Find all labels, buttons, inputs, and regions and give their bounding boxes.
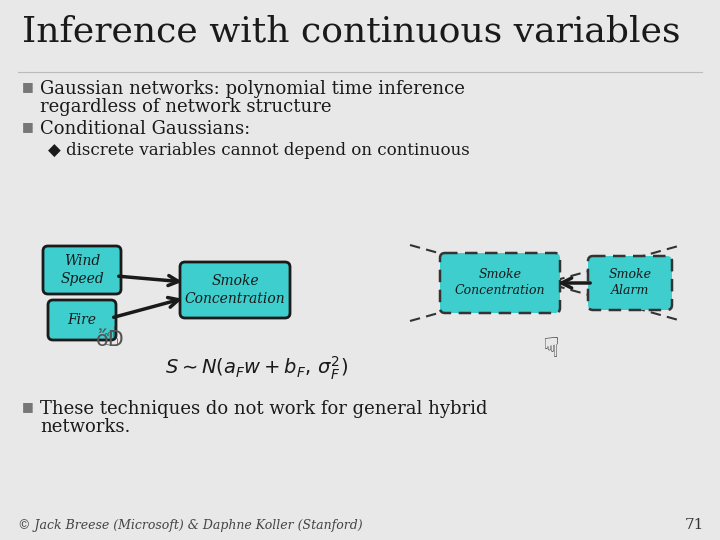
- FancyBboxPatch shape: [588, 256, 672, 310]
- Text: networks.: networks.: [40, 418, 130, 436]
- Text: These techniques do not work for general hybrid: These techniques do not work for general…: [40, 400, 487, 418]
- Text: ☝: ☝: [102, 324, 118, 352]
- Text: 71: 71: [685, 518, 704, 532]
- FancyBboxPatch shape: [180, 262, 290, 318]
- Text: ◆ discrete variables cannot depend on continuous: ◆ discrete variables cannot depend on co…: [48, 142, 469, 159]
- Text: Smoke
Alarm: Smoke Alarm: [608, 268, 652, 298]
- Text: regardless of network structure: regardless of network structure: [40, 98, 331, 116]
- Text: ☟: ☟: [541, 335, 559, 363]
- Text: Wind
Speed: Wind Speed: [60, 254, 104, 286]
- Text: Fire: Fire: [68, 313, 96, 327]
- FancyBboxPatch shape: [440, 253, 560, 313]
- Text: $S \sim N(a_F w + b_F,\, \sigma_F^2)$: $S \sim N(a_F w + b_F,\, \sigma_F^2)$: [165, 355, 348, 382]
- FancyBboxPatch shape: [48, 300, 116, 340]
- Text: Inference with continuous variables: Inference with continuous variables: [22, 15, 680, 49]
- Text: ■: ■: [22, 400, 34, 413]
- Text: Conditional Gaussians:: Conditional Gaussians:: [40, 120, 251, 138]
- Text: Smoke
Concentration: Smoke Concentration: [185, 274, 285, 306]
- Text: ■: ■: [22, 80, 34, 93]
- Text: ὄD: ὄD: [96, 330, 125, 350]
- Text: Smoke
Concentration: Smoke Concentration: [455, 268, 545, 298]
- Text: © Jack Breese (Microsoft) & Daphne Koller (Stanford): © Jack Breese (Microsoft) & Daphne Kolle…: [18, 519, 363, 532]
- Text: Gaussian networks: polynomial time inference: Gaussian networks: polynomial time infer…: [40, 80, 465, 98]
- Text: ■: ■: [22, 120, 34, 133]
- FancyBboxPatch shape: [43, 246, 121, 294]
